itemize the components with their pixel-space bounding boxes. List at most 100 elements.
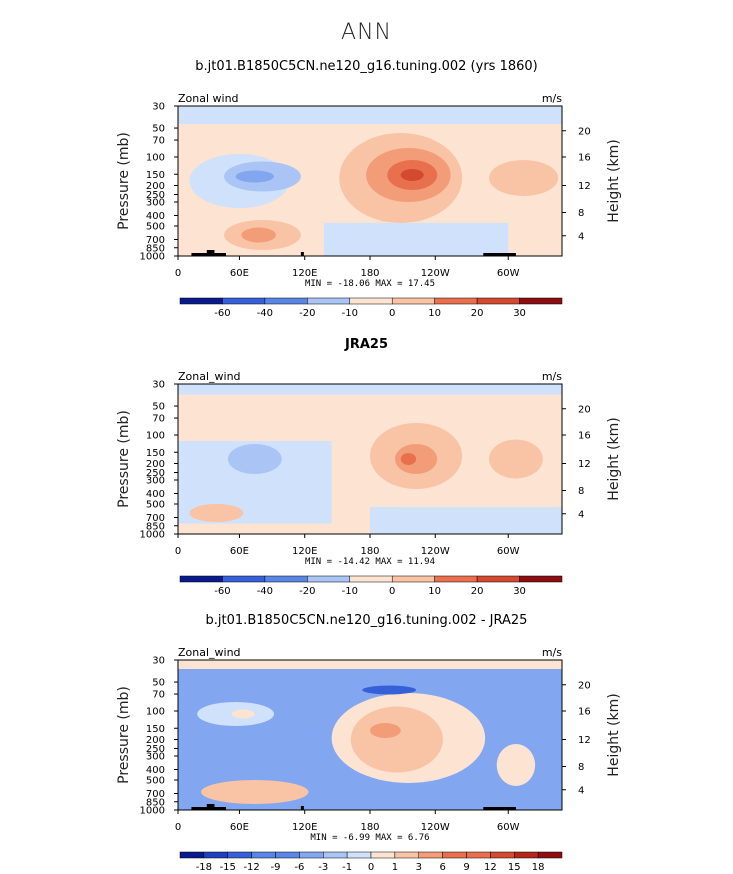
colorbar-tick-label: 10 xyxy=(428,308,441,319)
y-tick-label: 250 xyxy=(146,190,165,201)
y-tick-label: 30 xyxy=(152,380,165,391)
colorbar-swatch xyxy=(222,297,266,305)
panel-1-title: b.jt01.B1850C5CN.ne120_g16.tuning.002 (y… xyxy=(195,59,538,74)
y-tick-label: 400 xyxy=(146,765,165,776)
x-tick-label: 0 xyxy=(175,546,181,557)
land-mask xyxy=(300,252,304,256)
contour-region xyxy=(235,170,274,183)
y-tick-label: 250 xyxy=(146,468,165,479)
y-tick-label: 250 xyxy=(146,744,165,755)
colorbar-tick-label: -20 xyxy=(299,308,315,319)
x-tick-label: 0 xyxy=(175,822,181,833)
x-tick-label: 120E xyxy=(292,268,317,279)
y-tick-label: 400 xyxy=(146,489,165,500)
land-mask xyxy=(483,807,516,810)
y-tick-label: 150 xyxy=(146,170,165,181)
y-tick-label: 100 xyxy=(146,431,165,442)
y-tick-label: 30 xyxy=(152,656,165,667)
x-tick-label: 0 xyxy=(175,268,181,279)
colorbar-swatch xyxy=(466,851,491,859)
x-tick-label: 120W xyxy=(421,546,450,557)
colorbar-swatch xyxy=(537,851,563,859)
colorbar-swatch xyxy=(394,851,419,859)
land-mask xyxy=(206,804,215,810)
x-tick-label: 60W xyxy=(497,268,520,279)
colorbar-swatch xyxy=(391,297,435,305)
x-tick-label: 120E xyxy=(292,546,317,557)
y-tick-label: 300 xyxy=(146,476,165,487)
colorbar-tick-label: 30 xyxy=(513,308,526,319)
y-tick-label: 50 xyxy=(152,402,165,413)
colorbar-swatch xyxy=(307,297,351,305)
contour-region xyxy=(241,227,276,243)
y-tick-label: 300 xyxy=(146,198,165,209)
colorbar-tick-label: 18 xyxy=(532,862,545,873)
x-tick-label: 120W xyxy=(421,822,450,833)
y-tick-label: 500 xyxy=(146,776,165,787)
y-tick-label: 100 xyxy=(146,153,165,164)
height-tick-label: 16 xyxy=(578,431,591,442)
x-tick-label: 60W xyxy=(497,546,520,557)
colorbar-swatch xyxy=(434,297,478,305)
contour-region xyxy=(201,780,309,804)
contour-region xyxy=(489,160,559,196)
colorbar-tick-label: -1 xyxy=(342,862,352,873)
height-tick-label: 12 xyxy=(578,181,591,192)
y-tick-label: 150 xyxy=(146,448,165,459)
colorbar-tick-label: -15 xyxy=(220,862,236,873)
colorbar-swatch xyxy=(323,851,348,859)
contour-region xyxy=(400,169,424,181)
colorbar-swatch xyxy=(203,851,228,859)
contour-region xyxy=(489,439,543,479)
contour-region xyxy=(496,744,536,786)
colorbar-swatch xyxy=(418,851,443,859)
x-tick-label: 180 xyxy=(360,268,379,279)
height-tick-label: 12 xyxy=(578,459,591,470)
colorbar-tick-label: 30 xyxy=(513,586,526,597)
units-label: m/s xyxy=(542,646,562,659)
colorbar-tick-label: -40 xyxy=(257,308,273,319)
colorbar-swatch xyxy=(179,851,205,859)
colorbar-swatch xyxy=(442,851,467,859)
height-tick-label: 20 xyxy=(578,680,591,691)
contour-region xyxy=(178,106,562,124)
y-axis-title: Pressure (mb) xyxy=(116,686,132,784)
height-tick-label: 4 xyxy=(578,231,584,242)
colorbar-tick-label: 0 xyxy=(368,862,374,873)
y-tick-label: 70 xyxy=(152,414,165,425)
x-tick-label: 60E xyxy=(230,546,249,557)
height-tick-label: 8 xyxy=(578,762,584,773)
y-tick-label: 200 xyxy=(146,735,165,746)
colorbar-swatch xyxy=(490,851,515,859)
colorbar-swatch xyxy=(349,297,393,305)
colorbar-tick-label: 20 xyxy=(471,308,484,319)
height-tick-label: 8 xyxy=(578,208,584,219)
colorbar-swatch xyxy=(370,851,396,859)
colorbar-tick-label: -6 xyxy=(294,862,304,873)
units-label: m/s xyxy=(542,370,562,383)
panel-3-plot: 3050701001502002503004005007008501000201… xyxy=(116,646,622,873)
units-label: m/s xyxy=(542,92,562,105)
colorbar-swatch xyxy=(251,851,276,859)
min-max-text: MIN = -14.42 MAX = 11.94 xyxy=(305,557,435,567)
contour-region xyxy=(350,706,443,773)
colorbar-swatch xyxy=(349,575,393,583)
colorbar-tick-label: 20 xyxy=(471,586,484,597)
colorbar-tick-label: 3 xyxy=(416,862,422,873)
y-tick-label: 700 xyxy=(146,235,165,246)
colorbar-tick-label: -9 xyxy=(271,862,281,873)
panel-2-title: JRA25 xyxy=(345,337,388,352)
colorbar-swatch xyxy=(346,851,372,859)
y-tick-label: 70 xyxy=(152,690,165,701)
height-tick-label: 20 xyxy=(578,404,591,415)
contour-region xyxy=(227,444,282,474)
colorbar-swatch xyxy=(179,297,223,305)
contour-region xyxy=(370,723,401,738)
colorbar-swatch xyxy=(434,575,478,583)
variable-label: Zonal_wind xyxy=(178,646,241,659)
colorbar-tick-label: 15 xyxy=(508,862,521,873)
contour-region xyxy=(178,384,562,395)
colorbar-swatch xyxy=(476,575,520,583)
x-tick-label: 180 xyxy=(360,546,379,557)
colorbar-tick-label: -10 xyxy=(342,308,358,319)
